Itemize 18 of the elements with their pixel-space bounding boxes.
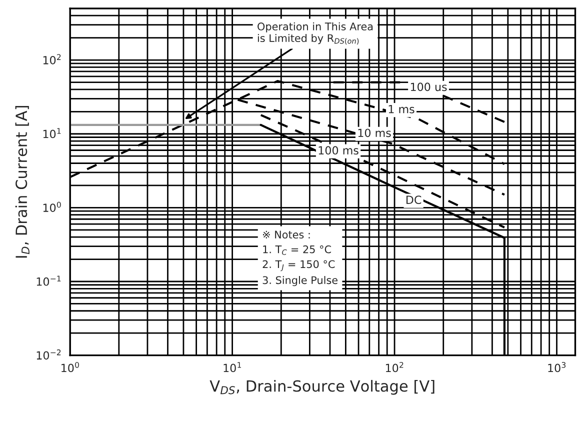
y-tick-label: 10$^{0}$ xyxy=(43,202,61,212)
annotation: 1 ms xyxy=(388,105,414,114)
annotation: 100 us xyxy=(410,82,447,92)
annotation: Operation in This Area is Limited by R$_{DS(on)}$ xyxy=(258,22,373,45)
x-axis-title: V$_{DS}$, Drain-Source Voltage [V] xyxy=(210,380,434,395)
annotation: DC xyxy=(406,196,422,204)
y-tick-label: 10$^{1}$ xyxy=(43,128,61,138)
x-tick-label: 10$^{1}$ xyxy=(224,362,242,372)
y-tick-label: 10$^{−1}$ xyxy=(36,276,61,286)
y-tick-label: 10$^{−2}$ xyxy=(36,349,61,360)
annotation: ※ Notes : 1. T$_{C}$ = 25 °C 2. T$_{J}$ = 150 °C 3. Single Pulse xyxy=(262,230,338,286)
annotation: 10 ms xyxy=(358,128,391,138)
x-tick-label: 10$^{2}$ xyxy=(386,362,404,372)
annotation: 100 ms xyxy=(318,146,358,155)
x-tick-label: 10$^{0}$ xyxy=(62,362,79,372)
y-axis-title: I$_{D}$, Drain Current [A] xyxy=(15,106,30,258)
x-tick-label: 10$^{3}$ xyxy=(548,362,566,372)
y-tick-label: 10$^{2}$ xyxy=(43,54,61,64)
